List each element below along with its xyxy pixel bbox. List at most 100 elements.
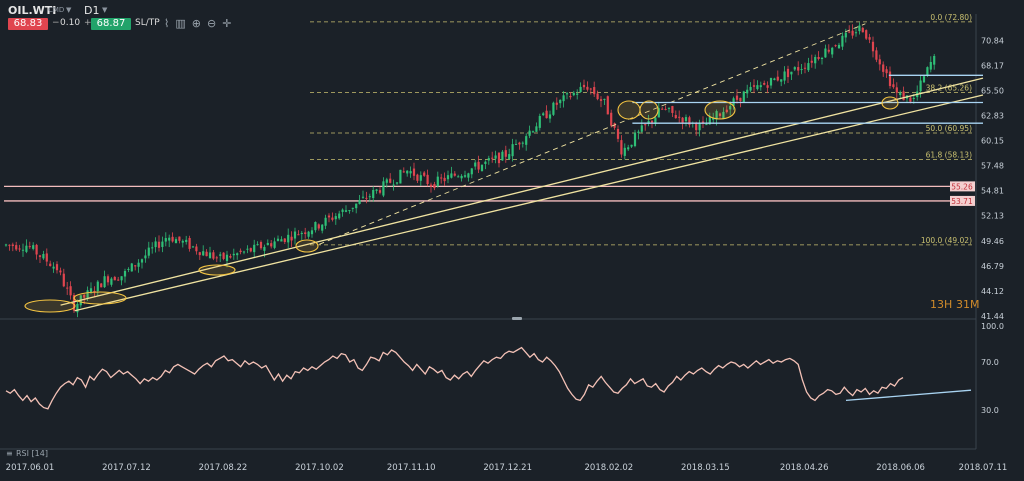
candle-body — [548, 114, 552, 119]
dashed-trendline — [319, 23, 866, 245]
candle-body — [433, 183, 436, 189]
highlight-ellipse — [24, 299, 76, 313]
sltp-button[interactable]: SL/TP — [135, 18, 160, 28]
candle-body — [735, 95, 739, 100]
candle-body — [429, 184, 433, 187]
candle-body — [100, 283, 103, 288]
candle-body — [474, 162, 477, 167]
candle-body — [783, 71, 786, 81]
candle-body — [586, 86, 589, 90]
candle-body — [678, 116, 681, 118]
timeframe-label[interactable]: D1 — [84, 4, 100, 17]
spread-increase-button[interactable]: + — [84, 18, 92, 28]
candle-body — [579, 86, 582, 93]
candle-body — [752, 85, 756, 87]
candle-body — [443, 177, 446, 182]
candle-body — [219, 254, 222, 256]
price-tick-label: 44.12 — [981, 287, 1004, 296]
candle-body — [246, 248, 249, 250]
candle-body — [858, 25, 861, 32]
candle-body — [926, 67, 929, 76]
candle-body — [287, 234, 290, 243]
candle-body — [83, 294, 86, 298]
candle-body — [327, 215, 331, 218]
candle-body — [365, 197, 368, 199]
timeframe-dropdown-icon[interactable]: ▼ — [102, 6, 108, 14]
candle-body — [113, 276, 116, 281]
candle-body — [671, 106, 674, 113]
candle-body — [232, 253, 235, 256]
candle-body — [552, 102, 555, 115]
candle-body — [657, 108, 660, 118]
candle-body — [555, 102, 558, 105]
candle-body — [178, 236, 181, 241]
candle-body — [885, 69, 888, 74]
candle-body — [763, 82, 766, 85]
candle-body — [681, 117, 684, 124]
candle-body — [644, 124, 647, 126]
candle-body — [868, 37, 871, 40]
candle-body — [42, 254, 45, 259]
candle-body — [708, 116, 711, 125]
pane-resize-handle[interactable] — [512, 317, 522, 320]
candle-body — [610, 112, 613, 126]
candle-body — [470, 168, 473, 175]
spread-decrease-button[interactable]: − — [52, 18, 60, 28]
candle-body — [344, 210, 348, 212]
candle-body — [599, 99, 603, 101]
date-tick-label: 2018.06.06 — [876, 463, 925, 473]
symbol-label[interactable]: OIL.WTI — [8, 4, 57, 17]
line-chart-icon[interactable]: ⌇ — [164, 17, 170, 30]
candle-body — [749, 86, 752, 91]
zoom-out-icon[interactable]: ⊖ — [207, 17, 217, 30]
candle-body — [59, 270, 62, 273]
sell-button[interactable]: 68.83 — [8, 18, 48, 30]
candle-body — [722, 111, 725, 119]
candle-body — [494, 155, 497, 159]
candle-body — [892, 84, 895, 88]
candle-body — [647, 120, 650, 124]
buy-button[interactable]: 68.87 — [91, 18, 131, 30]
rsi-label: RSI [14] — [16, 449, 48, 458]
candle-body — [814, 56, 817, 64]
candle-body — [331, 217, 334, 220]
candle-body — [93, 290, 96, 292]
symbol-dropdown-icon[interactable]: ▼ — [66, 6, 72, 14]
candle-body — [62, 273, 65, 287]
candle-body — [18, 248, 21, 250]
candle-body — [423, 172, 426, 176]
candle-body — [803, 67, 807, 69]
candle-body — [96, 281, 99, 292]
crosshair-icon[interactable]: ✛ — [222, 17, 232, 30]
candle-body — [212, 252, 215, 259]
fib-level-label: 50.0 (60.95) — [926, 124, 972, 133]
candle-body — [457, 176, 460, 178]
candle-body — [589, 88, 592, 90]
zoom-in-icon[interactable]: ⊕ — [191, 17, 201, 30]
price-tick-label: 54.81 — [981, 187, 1004, 196]
candle-body — [861, 27, 864, 33]
chart-type-icon[interactable]: ▥ — [175, 17, 186, 30]
spread-value: 0.10 — [60, 18, 81, 28]
date-tick-label: 2017.08.22 — [199, 463, 248, 473]
date-tick-label: 2018.03.15 — [681, 463, 730, 473]
candle-body — [453, 173, 456, 176]
trendline — [74, 94, 984, 312]
candle-body — [531, 131, 535, 133]
candle-body — [800, 69, 803, 71]
candle-body — [793, 67, 796, 70]
candle-body — [106, 276, 110, 283]
candle-body — [382, 181, 385, 196]
rsi-menu-icon[interactable]: ≡ — [6, 449, 13, 458]
candle-body — [596, 93, 599, 100]
candle-body — [259, 241, 263, 249]
candle-body — [25, 245, 28, 252]
candle-body — [511, 144, 514, 157]
candle-body — [667, 107, 671, 109]
fib-level-label: 38.2 (65.26) — [926, 84, 972, 93]
date-tick-label: 2018.04.26 — [780, 463, 829, 473]
candle-body — [32, 245, 35, 249]
candle-body — [715, 111, 718, 120]
candle-body — [518, 142, 521, 145]
